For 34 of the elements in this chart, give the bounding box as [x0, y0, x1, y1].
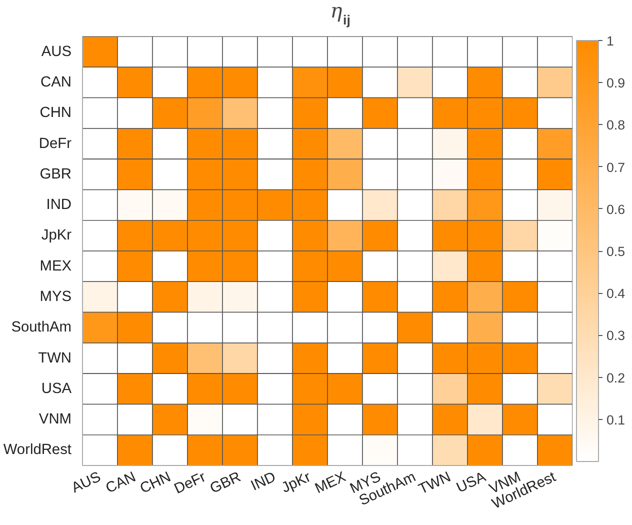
color-bar-label: 0.7	[606, 160, 626, 175]
y-tick-label: DeFr	[38, 136, 72, 152]
y-tick-label: TWN	[38, 350, 72, 366]
x-tick-label: JpKr	[279, 469, 314, 496]
y-tick-label: GBR	[40, 166, 72, 182]
y-tick-label: USA	[41, 380, 72, 397]
color-bar-label: 0.2	[606, 370, 626, 386]
y-tick-label: IND	[46, 197, 72, 214]
x-tick-label: IND	[248, 469, 278, 494]
color-bar-label: 0.1	[606, 412, 626, 428]
x-tick-label: GBR	[208, 469, 244, 498]
color-bar-label: 1	[606, 34, 614, 48]
y-tick-label: AUS	[41, 44, 72, 60]
x-tick-label: DeFr	[172, 469, 208, 498]
y-tick-label: SouthAm	[11, 320, 72, 336]
y-tick-label: WorldRest	[3, 442, 72, 458]
color-bar-label: 0.4	[606, 286, 626, 302]
color-bar-label: 0.5	[606, 244, 626, 259]
color-bar-label: 0.8	[606, 118, 626, 133]
x-tick-label: CAN	[104, 469, 138, 497]
x-tick-label: TWN	[416, 469, 454, 498]
y-tick-label: MEX	[40, 258, 72, 274]
y-tick-label: VNM	[38, 412, 72, 428]
color-bar-label: 0.3	[606, 328, 626, 344]
x-tick-label: CHN	[138, 469, 174, 498]
color-bar-label: 0.6	[606, 202, 626, 217]
y-tick-label: CAN	[40, 74, 72, 90]
y-tick-label: MYS	[40, 288, 72, 305]
y-tick-label: JpKr	[41, 228, 72, 244]
color-bar-label: 0.9	[606, 76, 626, 91]
x-tick-label: USA	[454, 469, 489, 496]
x-tick-label: AUS	[69, 469, 104, 496]
y-tick-label: CHN	[40, 105, 72, 122]
x-tick-label: MEX	[312, 469, 349, 498]
